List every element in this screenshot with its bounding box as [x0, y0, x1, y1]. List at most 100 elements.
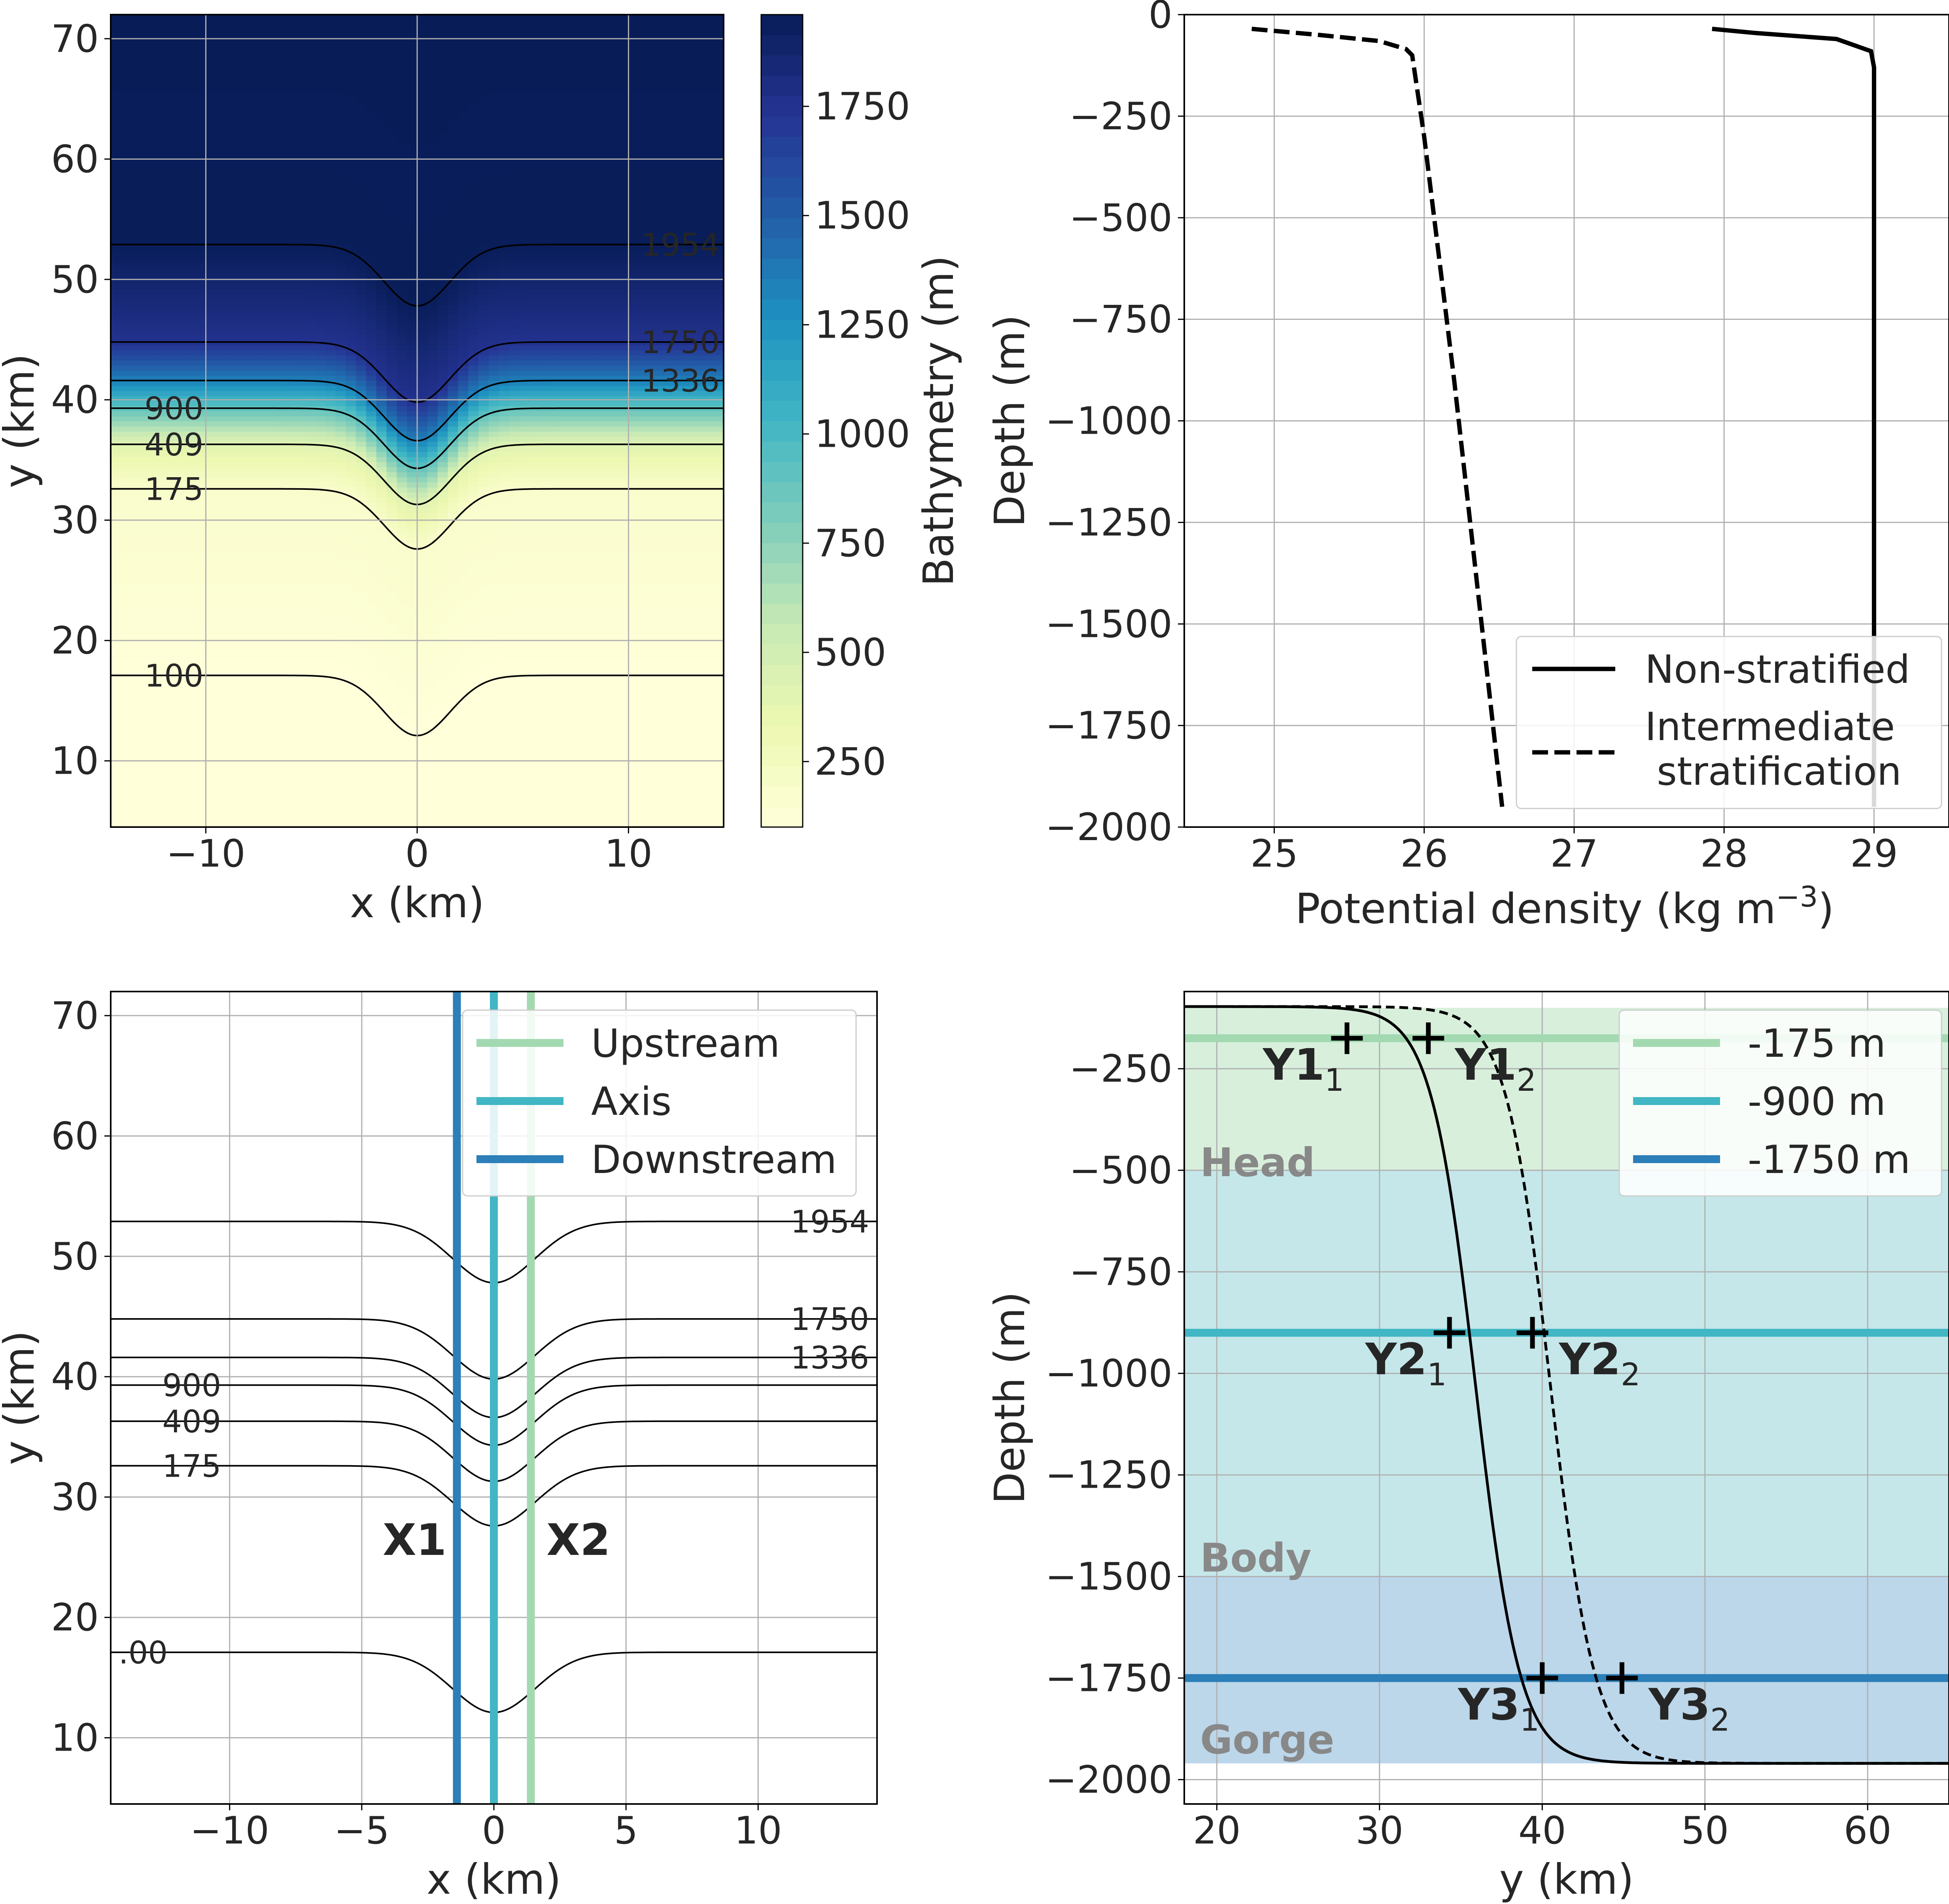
- bathymetry-field: [111, 15, 724, 827]
- bathymetry-cell: [662, 781, 673, 787]
- bathymetry-cell: [141, 690, 152, 696]
- bathymetry-cell: [284, 776, 295, 782]
- bathymetry-cell: [468, 812, 479, 818]
- bathymetry-cell: [172, 421, 183, 427]
- bathymetry-cell: [304, 522, 316, 528]
- bathymetry-cell: [121, 599, 132, 604]
- bathymetry-cell: [642, 705, 653, 711]
- bathymetry-cell: [162, 446, 173, 452]
- bathymetry-cell: [202, 751, 214, 757]
- bathymetry-cell: [407, 507, 418, 513]
- bathymetry-cell: [601, 685, 612, 691]
- bathymetry-cell: [315, 578, 326, 584]
- bathymetry-cell: [591, 603, 602, 610]
- bathymetry-cell: [499, 512, 510, 518]
- bathymetry-cell: [529, 553, 541, 559]
- bathymetry-cell: [141, 685, 152, 691]
- bathymetry-cell: [540, 502, 551, 508]
- bathymetry-cell: [488, 548, 500, 553]
- bathymetry-cell: [642, 680, 653, 686]
- bathymetry-cell: [264, 573, 275, 579]
- bathymetry-cell: [662, 512, 673, 518]
- bathymetry-cell: [448, 497, 459, 503]
- bathymetry-cell: [304, 467, 316, 472]
- bathymetry-cell: [693, 654, 704, 660]
- bathymetry-cell: [437, 527, 448, 533]
- bathymetry-cell: [192, 476, 203, 483]
- bathymetry-cell: [386, 659, 397, 665]
- bathymetry-cell: [519, 416, 530, 421]
- bathymetry-cell: [243, 801, 255, 808]
- bathymetry-cell: [478, 776, 490, 782]
- bathymetry-cell: [386, 583, 397, 589]
- bathymetry-cell: [397, 791, 408, 797]
- bathymetry-cell: [335, 507, 346, 513]
- bathymetry-cell: [570, 416, 581, 421]
- bathymetry-cell: [468, 654, 479, 660]
- bathymetry-cell: [284, 812, 295, 818]
- bathymetry-cell: [111, 507, 122, 513]
- bathymetry-cell: [621, 751, 632, 757]
- bathymetry-cell: [478, 669, 490, 676]
- bathymetry-cell: [151, 426, 163, 432]
- bathymetry-cell: [243, 603, 255, 610]
- bathymetry-cell: [182, 446, 193, 452]
- bathymetry-cell: [182, 807, 193, 812]
- bathymetry-cell: [703, 669, 714, 676]
- bathymetry-cell: [407, 690, 418, 696]
- bathymetry-cell: [682, 796, 694, 803]
- bathymetry-cell: [703, 766, 714, 772]
- bathymetry-cell: [213, 578, 224, 584]
- bathymetry-cell: [264, 746, 275, 752]
- bathymetry-cell: [488, 690, 500, 696]
- bathymetry-cell: [570, 608, 581, 615]
- bathymetry-cell: [284, 563, 295, 569]
- bathymetry-cell: [540, 563, 551, 569]
- bathymetry-cell: [529, 634, 541, 640]
- bathymetry-cell: [478, 405, 490, 412]
- bathymetry-cell: [274, 533, 285, 538]
- bathymetry-cell: [611, 522, 622, 528]
- bathymetry-cell: [519, 807, 530, 812]
- bathymetry-cell: [468, 710, 479, 716]
- bathymetry-cell: [591, 476, 602, 483]
- bathymetry-cell: [488, 537, 500, 544]
- bathymetry-cell: [233, 817, 244, 823]
- bathymetry-cell: [386, 771, 397, 777]
- bathymetry-cell: [560, 756, 571, 762]
- bathymetry-cell: [407, 746, 418, 752]
- bathymetry-cell: [672, 715, 684, 721]
- bathymetry-cell: [223, 527, 234, 533]
- bathymetry-cell: [397, 588, 408, 594]
- bathymetry-cell: [304, 608, 316, 615]
- bathymetry-cell: [570, 654, 581, 660]
- bathymetry-cell: [366, 537, 377, 544]
- bathymetry-cell: [570, 629, 581, 635]
- bathymetry-cell: [529, 467, 541, 472]
- bathymetry-cell: [223, 817, 234, 823]
- bathymetry-cell: [458, 715, 469, 721]
- bathymetry-cell: [417, 761, 428, 767]
- bathymetry-cell: [652, 533, 663, 538]
- bathymetry-cell: [407, 801, 418, 808]
- bathymetry-cell: [162, 695, 173, 701]
- bathymetry-cell: [458, 644, 469, 650]
- bathymetry-cell: [448, 583, 459, 589]
- bathymetry-cell: [529, 725, 541, 731]
- bathymetry-cell: [397, 446, 408, 452]
- bathymetry-cell: [621, 669, 632, 676]
- bathymetry-cell: [652, 573, 663, 579]
- bathymetry-cell: [601, 573, 612, 579]
- bathymetry-cell: [713, 573, 724, 579]
- bathymetry-cell: [346, 771, 357, 777]
- bathymetry-cell: [448, 446, 459, 452]
- bathymetry-cell: [325, 649, 336, 655]
- bathymetry-cell: [488, 502, 500, 508]
- bathymetry-cell: [182, 685, 193, 691]
- bathymetry-cell: [172, 715, 183, 721]
- bathymetry-cell: [519, 644, 530, 650]
- bathymetry-cell: [376, 751, 387, 757]
- bathymetry-cell: [652, 761, 663, 767]
- bathymetry-cell: [407, 665, 418, 671]
- bathymetry-cell: [611, 746, 622, 752]
